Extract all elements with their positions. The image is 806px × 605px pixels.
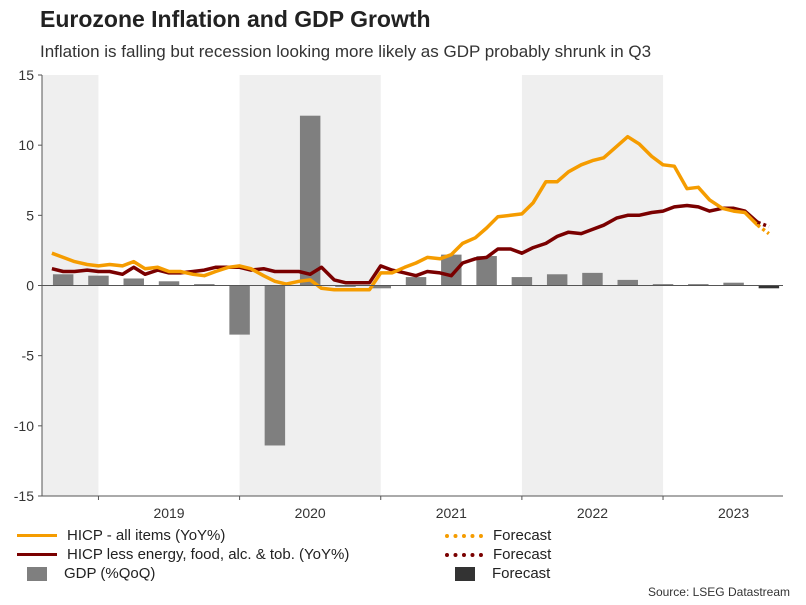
legend-item-core: HICP less energy, food, alc. & tob. (YoY… bbox=[17, 546, 349, 563]
x-tick-label: 2019 bbox=[153, 505, 184, 520]
gdp-bar bbox=[194, 284, 215, 286]
legend-swatch-core bbox=[17, 553, 57, 556]
legend-item-gdp: GDP (%QoQ) bbox=[17, 565, 155, 582]
hicp-line bbox=[51, 134, 759, 292]
legend-swatch-hicp bbox=[17, 534, 57, 537]
x-tick-label: 2022 bbox=[577, 505, 608, 520]
gdp-bar bbox=[652, 284, 674, 286]
gdp-bar bbox=[441, 254, 462, 286]
legend-swatch-forecast-gdp bbox=[455, 566, 475, 581]
gdp-bar bbox=[158, 281, 180, 286]
legend-label-core: HICP less energy, food, alc. & tob. (YoY… bbox=[67, 546, 350, 563]
gdp-forecast-bar bbox=[758, 285, 780, 289]
legend-label-hicp: HICP - all items (YoY%) bbox=[67, 527, 226, 544]
legend-item-forecast-gdp: Forecast bbox=[445, 565, 550, 582]
legend-label-forecast-core: Forecast bbox=[493, 546, 552, 563]
chart: 15 10 5 0 -5 -10 -15 2019 2020 2021 2022 2023 bbox=[14, 67, 783, 520]
gdp-bar bbox=[370, 285, 391, 289]
gdp-bar bbox=[476, 256, 497, 286]
gdp-bar bbox=[88, 275, 109, 286]
y-tick-label: -15 bbox=[14, 488, 34, 504]
gdp-bar bbox=[335, 285, 356, 287]
legend-swatch-forecast-hicp bbox=[445, 533, 483, 538]
chart-subtitle: Inflation is falling but recession looki… bbox=[40, 42, 652, 61]
legend-label-gdp: GDP (%QoQ) bbox=[64, 565, 156, 582]
gdp-bar bbox=[546, 274, 568, 286]
legend-item-hicp: HICP - all items (YoY%) bbox=[17, 527, 225, 544]
gdp-bar bbox=[52, 274, 74, 286]
source-note: Source: LSEG Datastream bbox=[647, 585, 790, 599]
y-tick-label: 10 bbox=[18, 137, 34, 153]
gdp-bar bbox=[229, 285, 250, 335]
legend-label-forecast-hicp: Forecast bbox=[493, 527, 552, 544]
gdp-bar bbox=[299, 115, 321, 286]
core-forecast-line bbox=[756, 220, 770, 229]
legend-item-forecast-hicp: Forecast bbox=[445, 527, 551, 544]
gdp-bar bbox=[511, 277, 533, 286]
hicp-forecast-line bbox=[756, 223, 770, 236]
legend-label-forecast-gdp: Forecast bbox=[492, 565, 551, 582]
legend-swatch-gdp bbox=[27, 566, 47, 581]
gdp-bar bbox=[405, 277, 427, 286]
y-tick-label: 5 bbox=[26, 207, 34, 223]
legend-swatch-forecast-core bbox=[445, 552, 483, 557]
y-tick-label: -10 bbox=[14, 418, 34, 434]
legend-item-forecast-core: Forecast bbox=[445, 546, 551, 563]
x-tick-label: 2021 bbox=[436, 505, 467, 520]
x-tick-label: 2020 bbox=[295, 505, 326, 520]
gdp-bar bbox=[123, 278, 144, 286]
gdp-bar bbox=[264, 285, 286, 446]
y-tick-label: 15 bbox=[18, 67, 34, 83]
gdp-bar bbox=[582, 272, 603, 286]
y-tick-label: 0 bbox=[26, 278, 34, 294]
x-tick-label: 2023 bbox=[718, 505, 749, 520]
gdp-bar bbox=[688, 284, 709, 286]
gdp-bar bbox=[617, 279, 638, 286]
y-tick-label: -5 bbox=[22, 348, 35, 364]
chart-title: Eurozone Inflation and GDP Growth bbox=[40, 6, 431, 32]
gdp-bar bbox=[723, 282, 744, 286]
